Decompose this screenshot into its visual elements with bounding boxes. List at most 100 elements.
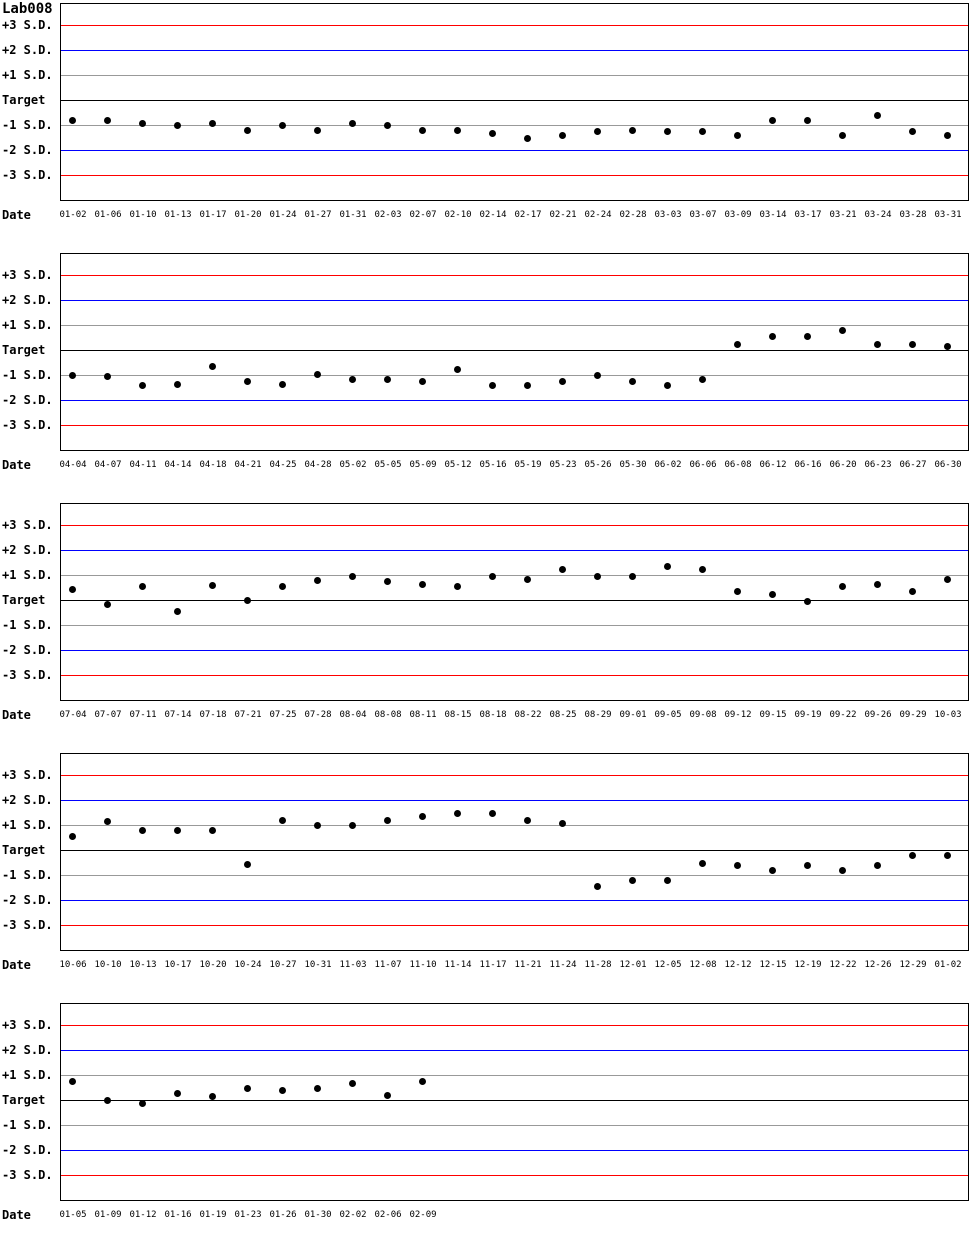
plus-3-sd-line: [61, 275, 968, 276]
axis-label-minus-3-sd: -3 S.D.: [2, 668, 53, 682]
data-point: [69, 117, 76, 124]
axis-label-minus-1-sd: -1 S.D.: [2, 868, 53, 882]
date-tick: 08-29: [584, 710, 612, 720]
date-tick: 02-02: [339, 1210, 367, 1220]
date-tick: 09-15: [759, 710, 787, 720]
plus-2-sd-line: [61, 550, 968, 551]
data-point: [279, 583, 286, 590]
date-tick: 01-30: [304, 1210, 332, 1220]
date-tick: 01-13: [164, 210, 192, 220]
date-tick: 02-06: [374, 1210, 402, 1220]
plus-1-sd-line: [61, 75, 968, 76]
axis-label-plus-1-sd: +1 S.D.: [2, 318, 53, 332]
plot-area-3: [60, 503, 969, 701]
date-tick: 01-10: [129, 210, 157, 220]
date-tick: 06-08: [724, 460, 752, 470]
date-tick: 12-08: [689, 960, 717, 970]
plus-1-sd-line: [61, 825, 968, 826]
data-point: [524, 382, 531, 389]
data-point: [174, 827, 181, 834]
data-point: [244, 861, 251, 868]
data-point: [209, 827, 216, 834]
date-tick: 12-01: [619, 960, 647, 970]
date-tick: 05-23: [549, 460, 577, 470]
axis-label-target: Target: [2, 593, 46, 607]
date-tick: 03-09: [724, 210, 752, 220]
date-tick: 09-19: [794, 710, 822, 720]
data-point: [384, 122, 391, 129]
target-line: [61, 350, 968, 351]
axis-label-minus-3-sd: -3 S.D.: [2, 918, 53, 932]
axis-label-plus-2-sd: +2 S.D.: [2, 293, 53, 307]
data-point: [524, 817, 531, 824]
axis-label-plus-2-sd: +2 S.D.: [2, 793, 53, 807]
target-line: [61, 600, 968, 601]
data-point: [384, 817, 391, 824]
data-point: [699, 128, 706, 135]
plot-area-1: [60, 3, 969, 201]
minus-1-sd-line: [61, 375, 968, 376]
date-tick: 12-29: [899, 960, 927, 970]
date-tick: 08-15: [444, 710, 472, 720]
data-point: [384, 1092, 391, 1099]
data-point: [594, 128, 601, 135]
qc-panel-2: +3 S.D. +2 S.D. +1 S.D. Target -1 S.D. -2 S.D…: [0, 253, 970, 503]
data-point: [174, 1090, 181, 1097]
date-tick: 01-06: [94, 210, 122, 220]
date-tick: 02-07: [409, 210, 437, 220]
minus-2-sd-line: [61, 400, 968, 401]
minus-3-sd-line: [61, 175, 968, 176]
axis-label-minus-3-sd: -3 S.D.: [2, 418, 53, 432]
date-tick: 11-21: [514, 960, 542, 970]
data-point: [734, 341, 741, 348]
data-point: [874, 112, 881, 119]
data-point: [69, 833, 76, 840]
date-tick: 11-17: [479, 960, 507, 970]
date-tick: 10-20: [199, 960, 227, 970]
data-point: [314, 371, 321, 378]
axis-label-minus-3-sd: -3 S.D.: [2, 1168, 53, 1182]
date-tick: 04-18: [199, 460, 227, 470]
plus-3-sd-line: [61, 525, 968, 526]
plot-area-2: [60, 253, 969, 451]
date-tick: 02-24: [584, 210, 612, 220]
minus-2-sd-line: [61, 900, 968, 901]
data-point: [419, 581, 426, 588]
data-point: [629, 877, 636, 884]
axis-label-target: Target: [2, 843, 46, 857]
data-point: [174, 381, 181, 388]
date-tick: 05-19: [514, 460, 542, 470]
date-tick: 03-31: [934, 210, 962, 220]
axis-label-minus-1-sd: -1 S.D.: [2, 1118, 53, 1132]
date-tick: 03-28: [899, 210, 927, 220]
data-point: [909, 588, 916, 595]
data-point: [804, 117, 811, 124]
date-tick: 04-14: [164, 460, 192, 470]
data-point: [559, 820, 566, 827]
axis-label-minus-3-sd: -3 S.D.: [2, 168, 53, 182]
data-point: [804, 333, 811, 340]
data-point: [209, 120, 216, 127]
date-tick: 12-26: [864, 960, 892, 970]
date-tick: 01-02: [59, 210, 87, 220]
date-tick: 08-18: [479, 710, 507, 720]
minus-1-sd-line: [61, 625, 968, 626]
qc-panel-3: +3 S.D. +2 S.D. +1 S.D. Target -1 S.D. -2 S.D…: [0, 503, 970, 753]
data-point: [349, 573, 356, 580]
date-tick: 09-22: [829, 710, 857, 720]
date-tick: 05-09: [409, 460, 437, 470]
date-tick: 10-10: [94, 960, 122, 970]
data-point: [139, 382, 146, 389]
date-tick: 01-26: [269, 1210, 297, 1220]
date-axis-label: Date: [2, 1208, 31, 1222]
minus-1-sd-line: [61, 875, 968, 876]
data-point: [209, 1093, 216, 1100]
date-tick: 03-14: [759, 210, 787, 220]
date-axis-label: Date: [2, 958, 31, 972]
data-point: [489, 810, 496, 817]
axis-label-plus-3-sd: +3 S.D.: [2, 768, 53, 782]
date-tick: 10-03: [934, 710, 962, 720]
date-tick: 10-13: [129, 960, 157, 970]
date-tick: 03-24: [864, 210, 892, 220]
minus-2-sd-line: [61, 650, 968, 651]
